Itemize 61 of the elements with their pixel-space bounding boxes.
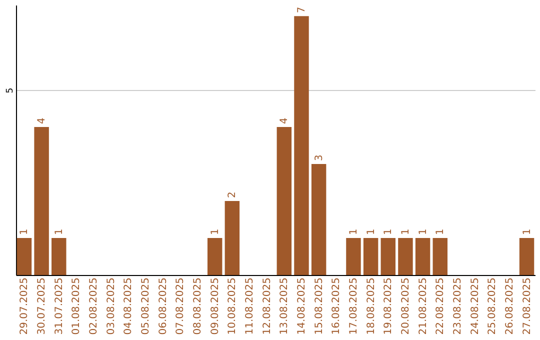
- data-label: 4: [279, 118, 290, 124]
- bar: [398, 238, 413, 275]
- x-tick-label: 05.08.2025: [140, 278, 152, 335]
- bar: [311, 164, 326, 275]
- x-tick-label: 06.08.2025: [158, 278, 169, 335]
- data-label: 1: [418, 228, 429, 236]
- x-tick-label: 25.08.2025: [487, 278, 498, 335]
- x-tick-label: 02.08.2025: [88, 278, 100, 335]
- x-tick-label: 09.08.2025: [210, 278, 221, 335]
- x-tick-label: 21.08.2025: [418, 278, 429, 335]
- x-tick-label: 12.08.2025: [262, 278, 273, 335]
- data-label: 1: [210, 228, 221, 236]
- x-tick-label: 26.08.2025: [504, 278, 516, 335]
- data-label: 3: [314, 154, 325, 162]
- x-tick-label: 10.08.2025: [227, 278, 238, 335]
- x-tick-label: 13.08.2025: [279, 278, 290, 335]
- x-tick-label: 04.08.2025: [123, 278, 134, 335]
- x-tick-label: 07.08.2025: [175, 278, 186, 335]
- bar: [363, 238, 378, 275]
- bar: [380, 238, 396, 275]
- bar: [16, 238, 32, 275]
- bar: [276, 127, 292, 275]
- data-label: 1: [348, 228, 360, 236]
- x-tick-label: 16.08.2025: [331, 278, 342, 335]
- data-label: 1: [19, 228, 30, 236]
- x-tick-label: 18.08.2025: [366, 278, 377, 335]
- x-tick-label: 27.08.2025: [522, 278, 533, 335]
- bar: [207, 238, 222, 275]
- bar: [294, 16, 309, 275]
- data-label: 1: [400, 228, 412, 236]
- x-tick-label: 22.08.2025: [435, 278, 446, 335]
- bar: [519, 238, 534, 275]
- data-label: 2: [227, 192, 238, 198]
- bar: [415, 238, 430, 275]
- x-tick-label: 29.07.2025: [19, 278, 30, 335]
- data-label: 4: [36, 118, 48, 124]
- x-tick-label: 08.08.2025: [192, 278, 204, 335]
- x-tick-label: 14.08.2025: [296, 278, 308, 335]
- x-tick-label: 03.08.2025: [106, 278, 117, 335]
- data-label: 7: [296, 6, 308, 14]
- data-label: 1: [383, 228, 394, 236]
- bar: [34, 127, 49, 275]
- x-tick-label: 20.08.2025: [400, 278, 412, 335]
- bar: [346, 238, 361, 275]
- x-tick-label: 11.08.2025: [244, 278, 256, 335]
- x-tick-label: 31.07.2025: [54, 278, 65, 335]
- data-label: 1: [522, 228, 533, 236]
- x-tick-label: 17.08.2025: [348, 278, 360, 335]
- x-tick-label: 19.08.2025: [383, 278, 394, 335]
- y-tick-label: 5: [6, 88, 16, 94]
- x-tick-label: 23.08.2025: [452, 278, 464, 335]
- bar: [224, 201, 240, 275]
- data-label: 1: [435, 228, 446, 236]
- x-tick-label: 01.08.2025: [71, 278, 82, 335]
- data-label: 1: [54, 228, 65, 236]
- x-tick-label: 15.08.2025: [314, 278, 325, 335]
- data-label: 1: [366, 228, 377, 236]
- bar: [432, 238, 448, 275]
- bar: [52, 238, 66, 275]
- x-tick-label: 30.07.2025: [36, 278, 48, 335]
- x-tick-label: 24.08.2025: [470, 278, 481, 335]
